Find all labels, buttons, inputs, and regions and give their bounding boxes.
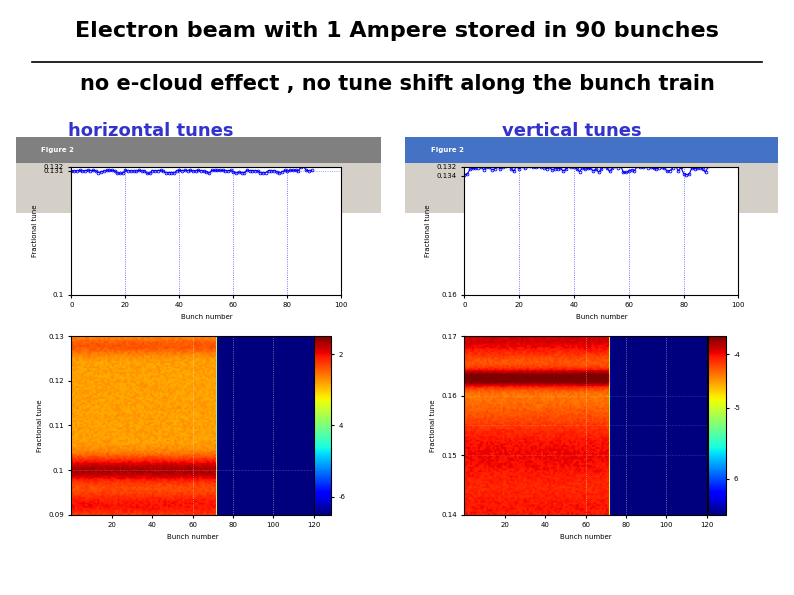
FancyBboxPatch shape [405, 137, 778, 163]
X-axis label: Bunch number: Bunch number [576, 314, 627, 320]
FancyBboxPatch shape [16, 137, 381, 163]
Y-axis label: Fractional tune: Fractional tune [32, 204, 38, 257]
FancyBboxPatch shape [405, 187, 778, 212]
FancyBboxPatch shape [405, 163, 778, 187]
X-axis label: Bunch number: Bunch number [167, 534, 218, 540]
Text: vertical tunes: vertical tunes [502, 122, 642, 140]
Text: Electron beam with 1 Ampere stored in 90 bunches: Electron beam with 1 Ampere stored in 90… [75, 21, 719, 41]
X-axis label: Bunch number: Bunch number [560, 534, 611, 540]
Y-axis label: Fractional tune: Fractional tune [425, 204, 431, 257]
FancyBboxPatch shape [16, 163, 381, 187]
Y-axis label: Fractional tune: Fractional tune [37, 399, 43, 452]
Text: Figure 2: Figure 2 [41, 147, 75, 153]
Text: no e-cloud effect , no tune shift along the bunch train: no e-cloud effect , no tune shift along … [79, 74, 715, 95]
Y-axis label: Fractional tune: Fractional tune [430, 399, 436, 452]
FancyBboxPatch shape [16, 187, 381, 212]
X-axis label: Bunch number: Bunch number [180, 314, 233, 320]
Text: Figure 2: Figure 2 [431, 147, 464, 153]
Text: horizontal tunes: horizontal tunes [68, 122, 233, 140]
